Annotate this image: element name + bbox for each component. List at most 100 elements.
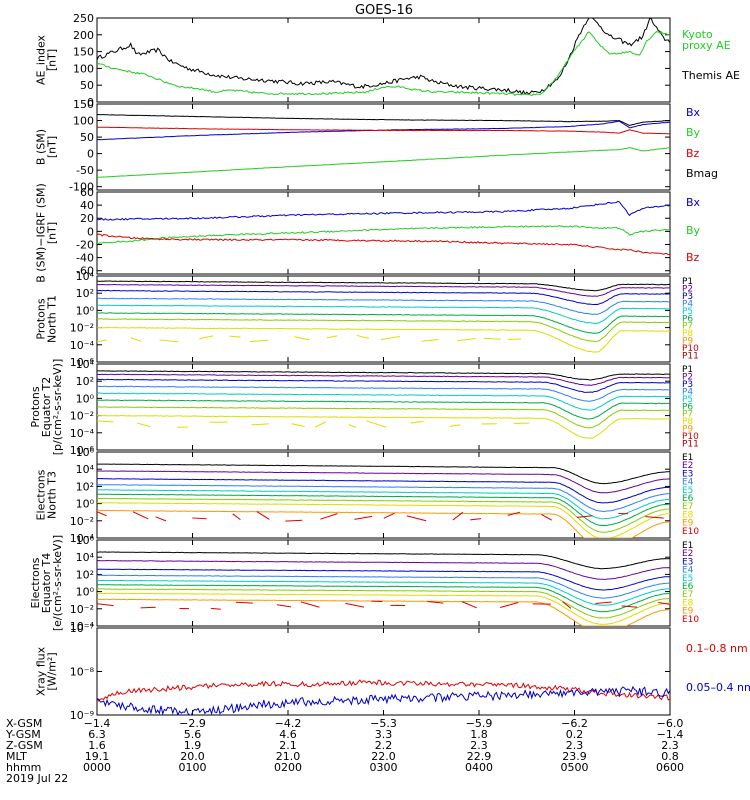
channel-8	[97, 592, 670, 625]
legend-entry: E5	[682, 574, 693, 584]
y-axis-label: Electrons	[29, 557, 42, 608]
channel-7	[97, 318, 670, 342]
y-tick-label: 10⁴	[76, 463, 95, 476]
legend-entry: P7	[682, 410, 693, 420]
ephemeris-value: 0.2	[565, 728, 584, 741]
series-1	[97, 113, 670, 127]
series-2	[97, 685, 670, 715]
sparse-segment	[294, 336, 310, 341]
sparse-segment	[658, 602, 670, 605]
sparse-segment	[645, 516, 664, 519]
y-tick-label: 10²	[76, 375, 94, 388]
ephemeris-value: −6.0	[656, 717, 684, 730]
y-tick-label: 0	[87, 225, 94, 238]
ephemeris-label: Z-GSM	[6, 739, 43, 752]
sparse-segment	[562, 601, 572, 609]
legend-entry: P11	[682, 440, 699, 450]
legend-entry: P11	[682, 352, 699, 362]
ephemeris-value: 4.6	[279, 728, 297, 741]
y-axis-label: Equator T2	[40, 377, 53, 437]
sparse-segment	[97, 511, 107, 517]
legend-entry: E8	[682, 510, 694, 520]
ephemeris-value: 0.8	[661, 750, 679, 763]
sparse-segment	[314, 421, 327, 428]
plot-title: GOES-16	[355, 3, 413, 18]
sparse-segment	[427, 601, 444, 604]
ephemeris-value: 0000	[83, 761, 111, 774]
series-3	[97, 126, 670, 135]
sparse-segment	[348, 424, 357, 428]
ephemeris-value: −1.4	[83, 717, 111, 730]
y-axis-label: Protons	[29, 386, 42, 427]
channel-6	[97, 312, 670, 334]
panel-frame	[96, 627, 671, 716]
ephemeris-value: 22.9	[466, 750, 492, 763]
panel-plot-area	[97, 18, 670, 97]
channel-7	[97, 497, 670, 533]
legend-entry: P10	[682, 344, 699, 354]
ephemeris-value: 6.3	[88, 728, 106, 741]
legend-entry: P2	[682, 284, 693, 294]
sparse-segment	[410, 420, 424, 424]
channel-3	[97, 378, 670, 393]
legend-entry: Kyoto	[682, 28, 713, 41]
legend-entry: E9	[682, 607, 694, 617]
ephemeris-label: X-GSM	[6, 717, 43, 730]
panel-frame	[96, 17, 671, 103]
y-tick-label: 50	[80, 79, 94, 92]
legend-entry: P9	[682, 337, 693, 347]
y-axis-label: [nT]	[46, 136, 59, 158]
ephemeris-value: 2.2	[374, 739, 393, 752]
legend-entry: P8	[682, 329, 693, 339]
ephemeris-value: 0400	[465, 761, 493, 774]
ephemeris-value: 2.3	[470, 739, 488, 752]
legend-entry: E6	[682, 582, 694, 592]
y-tick-label: 10⁻⁴	[70, 620, 95, 633]
legend-entry: P3	[682, 380, 693, 390]
sparse-segment	[366, 420, 387, 428]
panel-frame	[96, 103, 671, 191]
y-tick-label: 10⁻⁹	[70, 709, 94, 722]
series-3	[97, 233, 670, 256]
sparse-segment	[320, 513, 338, 520]
sparse-segment	[136, 422, 151, 428]
y-tick-label: 100	[73, 115, 94, 128]
y-axis-label: AE_index	[35, 34, 48, 85]
channel-5	[97, 579, 670, 606]
sparse-segment	[249, 339, 269, 343]
sparse-segment	[449, 424, 461, 428]
ephemeris-value: 22.0	[371, 750, 396, 763]
series-2	[97, 31, 670, 97]
sparse-segment	[300, 601, 320, 608]
ephemeris-value: −6.2	[561, 717, 588, 730]
sparse-segment	[159, 339, 179, 343]
legend-entry: P6	[682, 402, 693, 412]
legend-entry: proxy AE	[682, 39, 731, 52]
y-axis-label: North T1	[46, 295, 59, 343]
y-tick-label: 10⁻²	[70, 515, 94, 528]
legend-entry: E6	[682, 494, 694, 504]
sparse-segment	[380, 336, 401, 341]
channel-3	[97, 289, 670, 306]
legend-entry: P4	[682, 387, 693, 397]
y-tick-label: 10⁻²	[70, 410, 94, 423]
y-tick-label: -20	[76, 238, 94, 251]
sparse-segment	[461, 601, 477, 609]
y-tick-label: 10⁴	[76, 358, 95, 371]
sparse-segment	[500, 602, 519, 608]
y-axis-label: [p/(cm²-s-sr-keV)]	[51, 359, 64, 456]
ephemeris-value: 20.0	[180, 750, 205, 763]
ephemeris-value: 2.3	[661, 739, 679, 752]
y-axis-label: B (SM)	[35, 129, 48, 165]
y-tick-label: 250	[73, 12, 94, 25]
y-tick-label: 0	[87, 148, 94, 161]
channel-1	[97, 463, 670, 485]
legend-entry: E1	[682, 453, 693, 463]
channel-6	[97, 493, 670, 527]
y-tick-label: 10⁰	[76, 586, 95, 599]
legend-entry: E8	[682, 598, 694, 608]
